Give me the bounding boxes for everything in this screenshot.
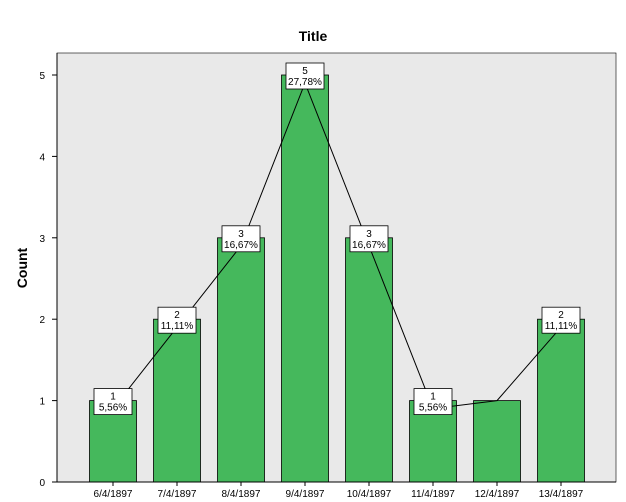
data-label-percent: 16,67% [224, 240, 258, 251]
data-label-box [285, 62, 325, 90]
x-tick-label: 7/4/1897 [158, 489, 197, 500]
y-tick-label: 4 [39, 152, 45, 163]
data-label-box [413, 388, 453, 416]
data-label-count: 3 [238, 229, 244, 240]
bar [281, 74, 329, 483]
bar [473, 400, 521, 483]
x-tick-label: 6/4/1897 [94, 489, 133, 500]
data-label-count: 5 [302, 66, 308, 77]
bar [153, 318, 201, 483]
x-tick-label: 13/4/1897 [539, 489, 584, 500]
data-label-box [221, 225, 261, 253]
data-label-count: 1 [430, 392, 436, 403]
plot-area [56, 52, 617, 483]
data-label-percent: 5,56% [99, 403, 127, 414]
bar [345, 237, 393, 483]
data-label-count: 1 [110, 392, 116, 403]
data-label-box [541, 306, 581, 334]
x-tick-label: 11/4/1897 [411, 489, 455, 500]
data-label-percent: 11,11% [545, 321, 578, 332]
data-label-percent: 11,11% [161, 321, 194, 332]
chart-title: Title [299, 28, 328, 44]
data-labels-group: 15,56%211,11%316,67%527,78%316,67%15,56%… [93, 62, 581, 416]
y-tick-label: 5 [39, 71, 45, 82]
bars-group [89, 74, 585, 483]
data-label-box [93, 388, 133, 416]
data-label-percent: 5,56% [419, 403, 447, 414]
data-label-box [349, 225, 389, 253]
x-axis: 6/4/1897 7/4/1897 8/4/1897 9/4/1897 10/4/189… [57, 481, 616, 500]
x-tick-label: 9/4/1897 [286, 489, 325, 500]
bar [217, 237, 265, 483]
data-label-count: 2 [558, 310, 564, 321]
y-axis: 0 1 2 3 4 5 [39, 53, 58, 489]
data-label-percent: 16,67% [352, 240, 386, 251]
data-label-percent: 27,78% [288, 77, 322, 88]
data-label-box [157, 306, 197, 334]
bar [537, 318, 585, 483]
x-tick-label: 12/4/1897 [475, 489, 520, 500]
y-tick-label: 3 [39, 234, 45, 245]
y-tick-label: 0 [39, 478, 45, 489]
y-tick-label: 2 [39, 315, 45, 326]
x-tick-label: 10/4/1897 [347, 489, 392, 500]
y-tick-label: 1 [39, 397, 45, 408]
x-tick-label: 8/4/1897 [222, 489, 261, 500]
data-label-count: 3 [366, 229, 372, 240]
y-axis-label: Count [14, 247, 30, 288]
data-label-count: 2 [174, 310, 180, 321]
